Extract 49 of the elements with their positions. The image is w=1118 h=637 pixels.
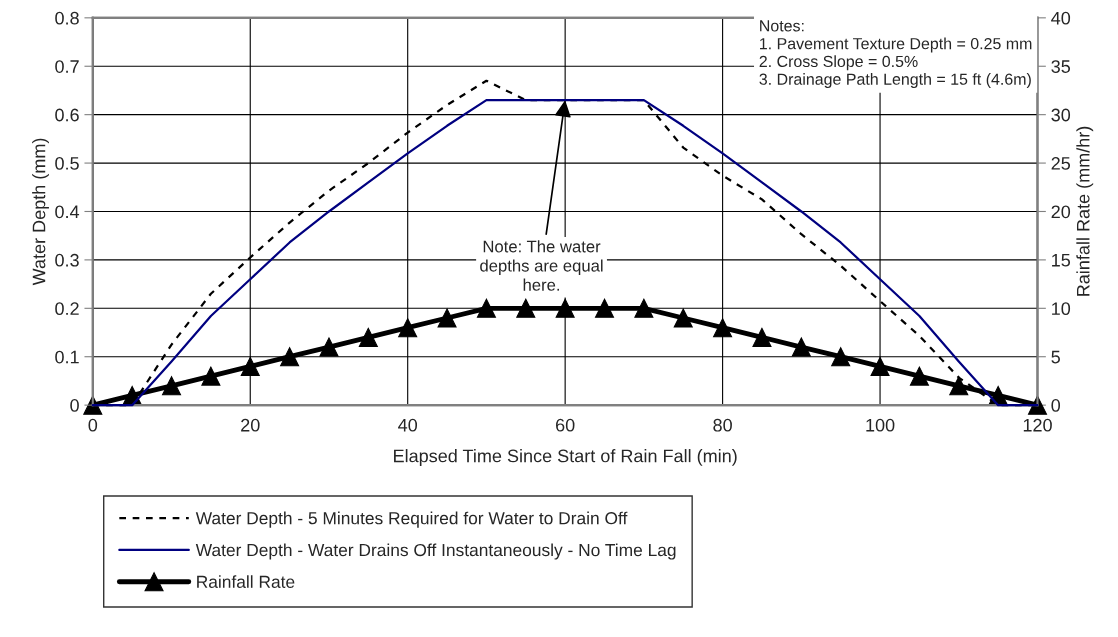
legend-label: Water Depth - Water Drains Off Instantaneously - No Time Lag xyxy=(195,543,676,560)
y-tick-label: 0.2 xyxy=(55,302,79,316)
y-tick-label: 0.4 xyxy=(55,205,80,219)
point xyxy=(161,376,182,396)
y2-tick-label: 35 xyxy=(1051,60,1071,73)
point xyxy=(831,347,851,367)
point xyxy=(358,327,378,347)
y2-tick-label: 25 xyxy=(1051,157,1071,170)
point xyxy=(516,298,536,318)
legend-label: Water Depth - 5 Minutes Required for Water to Drain Off xyxy=(195,511,628,528)
y2-tick-label: 10 xyxy=(1052,302,1071,316)
y2-tick-label: 30 xyxy=(1051,108,1071,122)
y-tick-label: 0.6 xyxy=(55,108,79,122)
y-tick-label: 0.3 xyxy=(55,253,79,267)
point xyxy=(909,366,929,386)
y-axis-title: Water Depth (mm) xyxy=(32,138,49,286)
point xyxy=(791,337,811,357)
legend-label: Rainfall Rate xyxy=(197,575,295,588)
x-tick-label: 40 xyxy=(398,418,418,432)
point xyxy=(319,337,339,357)
y2-axis-title: Rainfall Rate (mm/hr) xyxy=(1076,126,1094,296)
y2-tick-label: 40 xyxy=(1051,11,1071,25)
annotation: Note: The water depths are equal here. xyxy=(480,240,603,291)
y-tick-label: 0.5 xyxy=(55,157,79,170)
x-tick-label: 0 xyxy=(88,418,98,432)
annotation: Notes: 1. Pavement Texture Depth = 0.25 mm 2. Cross Slope = 0.5% 3. Drainage Path Length = 15 ft (4.6m) xyxy=(759,20,1032,89)
x-axis-title: Elapsed Time Since Start of Rain Fall (min) xyxy=(394,449,737,466)
point xyxy=(594,298,615,318)
y-tick-label: 0.1 xyxy=(55,350,79,364)
y-tick-label: 0.7 xyxy=(55,60,79,73)
y2-tick-label: 15 xyxy=(1052,254,1071,267)
point xyxy=(752,327,772,347)
point xyxy=(280,347,300,367)
y-tick-label: 0.8 xyxy=(55,11,79,25)
x-tick-label: 60 xyxy=(556,418,575,432)
point xyxy=(437,308,457,328)
y2-tick-label: 20 xyxy=(1051,205,1071,219)
point xyxy=(201,366,221,386)
x-tick-label: 80 xyxy=(713,418,732,432)
point xyxy=(476,298,496,318)
point xyxy=(949,376,969,396)
y2-tick-label: 5 xyxy=(1051,350,1060,364)
point xyxy=(673,308,693,328)
x-tick-label: 20 xyxy=(241,418,260,432)
point xyxy=(634,298,654,318)
x-tick-label: 100 xyxy=(866,418,895,432)
y-tick-label: 0 xyxy=(70,399,79,412)
y2-tick-label: 0 xyxy=(1051,399,1061,412)
x-tick-label: 120 xyxy=(1023,418,1052,432)
